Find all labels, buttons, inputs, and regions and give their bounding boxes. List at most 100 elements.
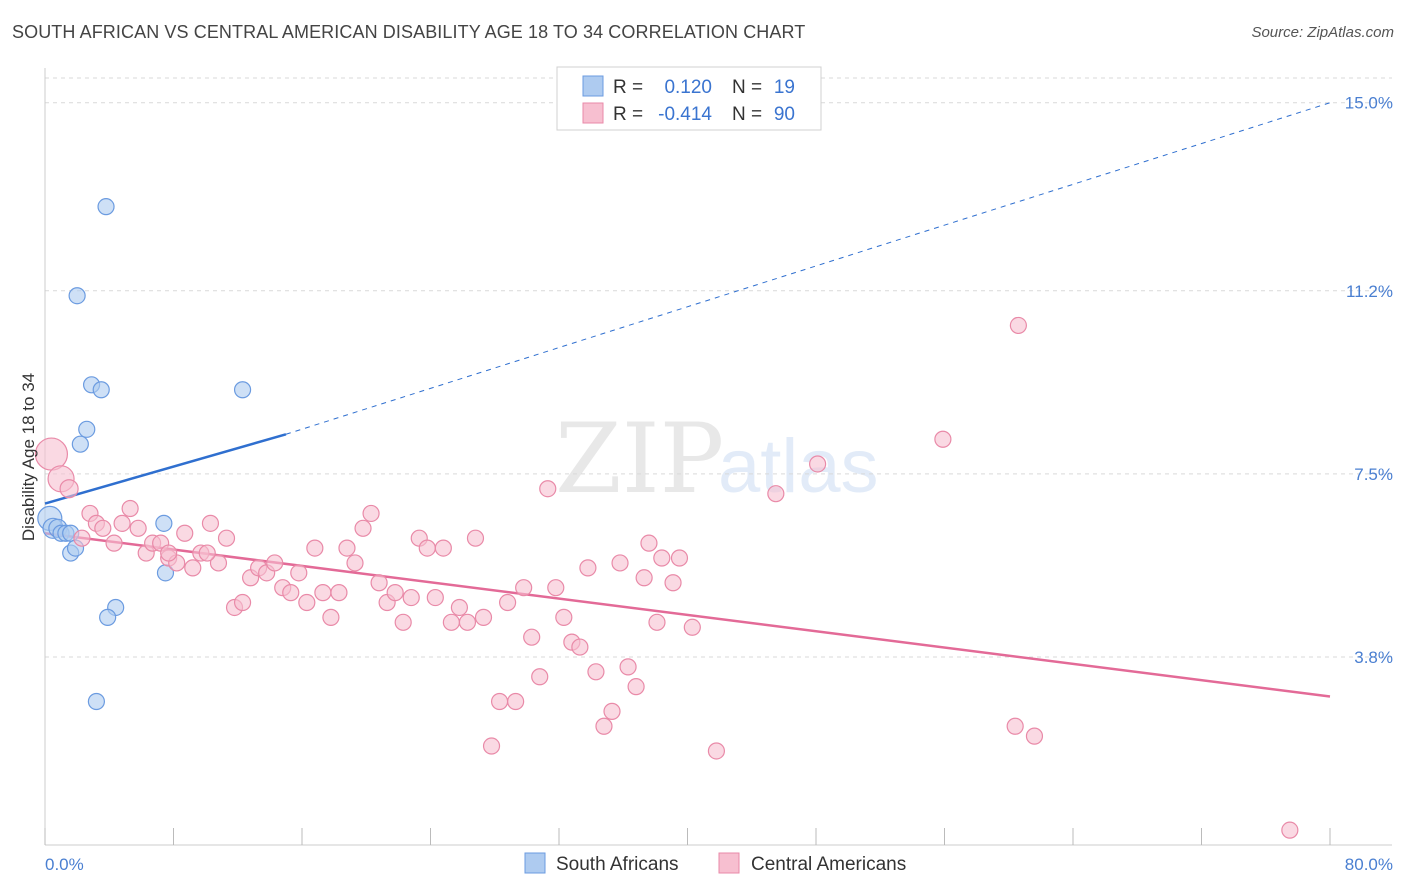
source-credit: Source: ZipAtlas.com — [1251, 24, 1394, 41]
point-central-americans — [338, 539, 356, 557]
point-central-americans — [603, 702, 621, 720]
point-central-americans — [314, 584, 332, 602]
point-central-americans — [442, 613, 460, 631]
point-central-americans — [346, 554, 364, 572]
point-south-africans — [87, 692, 106, 711]
watermark-atlas: atlas — [718, 424, 879, 509]
point-central-americans — [73, 529, 91, 547]
watermark-zip: ZIP — [555, 403, 724, 515]
point-central-americans — [635, 569, 653, 587]
point-central-americans — [282, 584, 300, 602]
point-central-americans — [434, 539, 452, 557]
point-central-americans — [627, 678, 645, 696]
point-central-americans — [34, 437, 69, 471]
y-tick-label: 7.5% — [1354, 465, 1393, 484]
point-central-americans — [362, 504, 380, 523]
point-central-americans — [555, 608, 573, 626]
point-central-americans — [209, 554, 228, 572]
point-central-americans — [201, 514, 220, 532]
point-central-americans — [113, 514, 131, 532]
legend-r-value-2: -0.414 — [658, 104, 712, 125]
point-central-americans — [653, 549, 671, 567]
watermark: ZIP atlas — [555, 403, 879, 515]
point-central-americans — [934, 430, 952, 448]
point-central-americans — [184, 559, 202, 577]
point-central-americans — [571, 638, 589, 656]
point-central-americans — [298, 593, 316, 612]
series-legend: South Africans Central Americans — [524, 852, 906, 875]
point-central-americans — [707, 742, 726, 760]
point-central-americans — [450, 598, 469, 617]
point-central-americans — [611, 554, 629, 572]
point-central-americans — [59, 479, 79, 499]
point-south-africans — [99, 608, 117, 626]
chart-title: SOUTH AFRICAN VS CENTRAL AMERICAN DISABI… — [12, 22, 806, 42]
point-central-americans — [474, 608, 493, 626]
point-central-americans — [531, 668, 549, 686]
legend-swatch-pink — [582, 102, 604, 124]
series-legend-swatch-central-americans — [718, 852, 740, 874]
legend-r-label-1: R = — [613, 77, 643, 98]
point-central-americans — [670, 549, 689, 567]
point-central-americans — [1006, 717, 1024, 735]
point-south-africans — [78, 420, 96, 438]
legend-swatch-blue — [582, 75, 604, 97]
point-central-americans — [579, 559, 597, 577]
point-central-americans — [370, 574, 388, 592]
point-central-americans — [809, 455, 827, 473]
stats-legend: R = 0.120 N = 19 R = -0.414 N = 90 — [556, 66, 822, 131]
point-central-americans — [386, 584, 404, 602]
point-central-americans — [664, 574, 682, 592]
point-central-americans — [418, 539, 436, 557]
y-axis-title: Disability Age 18 to 34 — [19, 373, 38, 541]
point-central-americans — [515, 579, 533, 597]
point-central-americans — [176, 524, 194, 542]
trend-line-south-africans-extension — [285, 102, 1331, 435]
point-central-americans — [290, 564, 308, 582]
point-central-americans — [767, 485, 785, 503]
point-south-africans — [233, 381, 252, 399]
point-central-americans — [1009, 316, 1027, 335]
point-central-americans — [523, 628, 541, 646]
point-central-americans — [306, 539, 324, 557]
series-legend-label-central-americans: Central Americans — [751, 854, 906, 875]
series-legend-label-south-africans: South Africans — [556, 854, 679, 875]
point-central-americans — [266, 554, 284, 572]
point-south-africans — [71, 435, 89, 453]
point-central-americans — [619, 658, 637, 676]
trend-line-south-africans — [44, 433, 287, 505]
point-central-americans — [217, 529, 236, 547]
point-central-americans — [121, 499, 139, 518]
point-central-americans — [547, 579, 565, 597]
point-central-americans — [105, 534, 123, 552]
x-tick-label-min: 0.0% — [45, 855, 84, 874]
point-central-americans — [648, 613, 666, 631]
point-central-americans — [683, 618, 701, 636]
y-tick-label: 11.2% — [1346, 282, 1393, 301]
point-central-americans — [507, 692, 525, 711]
point-central-americans — [233, 593, 252, 612]
point-central-americans — [1025, 727, 1044, 745]
tick-labels: 3.8% 7.5% 11.2% 15.0% 0.0% 80.0% — [45, 94, 1393, 874]
point-south-africans — [155, 514, 173, 532]
point-south-africans — [97, 198, 115, 216]
point-central-americans — [490, 692, 509, 711]
point-central-americans — [640, 534, 658, 552]
legend-n-value-1: 19 — [774, 77, 795, 98]
point-central-americans — [354, 519, 372, 537]
legend-n-value-2: 90 — [774, 104, 795, 125]
legend-n-label-2: N = — [732, 104, 762, 125]
point-central-americans — [539, 480, 557, 498]
point-south-africans — [68, 287, 86, 305]
x-tick-label-max: 80.0% — [1345, 855, 1393, 874]
point-central-americans — [466, 529, 485, 547]
point-central-americans — [458, 613, 477, 631]
point-central-americans — [198, 544, 216, 562]
data-points — [34, 198, 1299, 839]
y-tick-label: 15.0% — [1345, 94, 1393, 113]
point-central-americans — [94, 519, 112, 537]
point-central-americans — [160, 544, 178, 562]
point-south-africans — [92, 381, 110, 399]
point-central-americans — [499, 593, 517, 612]
